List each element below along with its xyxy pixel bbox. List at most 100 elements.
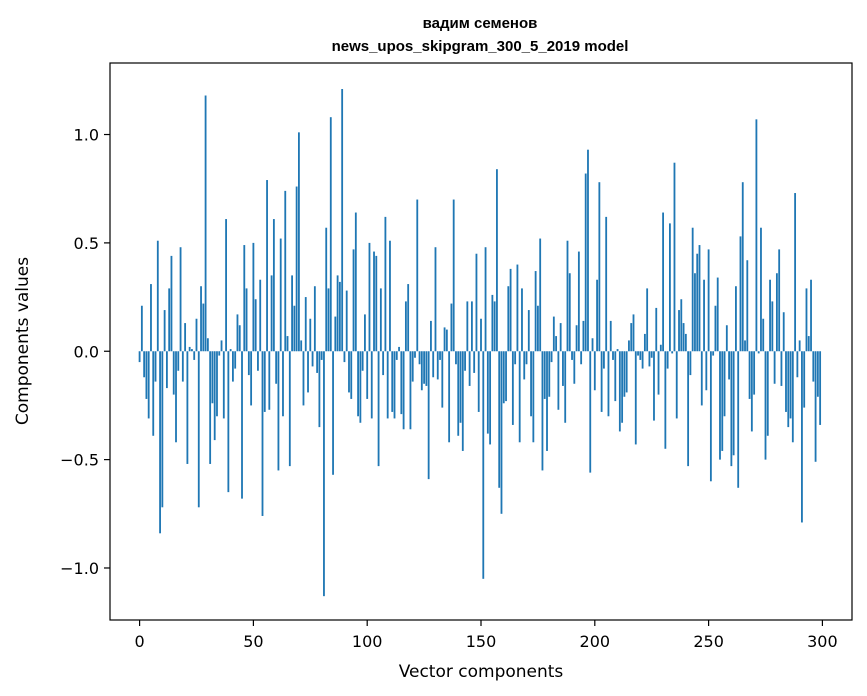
bar-97 [359, 351, 362, 423]
bar-151 [482, 351, 485, 579]
bar-144 [466, 301, 469, 352]
bar-279 [773, 351, 776, 384]
bar-167 [518, 351, 521, 443]
bar-10 [161, 351, 164, 508]
bar-280 [775, 273, 778, 352]
bar-8 [156, 240, 159, 352]
bar-196 [584, 173, 587, 352]
bar-19 [181, 351, 184, 382]
bar-237 [678, 310, 680, 352]
bar-82 [325, 227, 328, 352]
bar-123 [418, 351, 421, 365]
bar-71 [300, 340, 303, 352]
bar-232 [666, 351, 669, 369]
bar-38 [225, 219, 227, 352]
bar-255 [719, 351, 721, 460]
bar-221 [641, 351, 644, 369]
bar-3 [145, 351, 148, 399]
bar-137 [450, 303, 453, 352]
bar-77 [313, 286, 316, 352]
bar-288 [794, 193, 797, 352]
bar-39 [227, 351, 230, 493]
bar-33 [213, 351, 216, 441]
bar-2 [143, 351, 146, 378]
bar-67 [291, 275, 293, 352]
bar-186 [562, 351, 564, 386]
bar-98 [361, 351, 364, 371]
bar-112 [393, 351, 396, 419]
y-axis-label: Components values [13, 257, 33, 425]
bar-254 [716, 277, 719, 352]
bar-247 [700, 351, 703, 406]
bar-131 [436, 351, 439, 380]
bar-58 [270, 275, 273, 352]
bar-75 [309, 318, 312, 352]
bar-220 [639, 351, 642, 360]
bar-239 [682, 323, 685, 352]
bar-127 [427, 351, 430, 480]
bar-281 [778, 249, 781, 352]
bar-258 [725, 325, 728, 352]
bar-241 [687, 351, 690, 467]
bar-201 [596, 279, 598, 352]
plot-frame [109, 62, 853, 621]
bar-296 [812, 351, 815, 382]
bar-266 [744, 340, 746, 352]
bar-69 [295, 186, 298, 352]
bar-282 [780, 351, 783, 386]
bar-287 [791, 351, 794, 443]
bar-163 [509, 268, 512, 352]
bar-143 [464, 351, 466, 371]
bar-271 [755, 119, 758, 352]
bar-172 [530, 351, 532, 417]
bar-79 [318, 351, 321, 428]
bar-183 [555, 336, 558, 352]
bar-235 [673, 162, 676, 352]
bar-105 [377, 351, 380, 467]
bar-153 [486, 351, 489, 434]
bar-294 [807, 336, 810, 352]
bar-211 [618, 351, 621, 432]
bar-52 [257, 351, 259, 371]
bar-95 [354, 212, 357, 352]
bar-13 [168, 288, 171, 352]
bar-138 [452, 199, 455, 352]
bar-199 [591, 338, 594, 352]
y-axis: −1.0 −0.5 0.0 0.5 1.0 [60, 126, 110, 578]
bar-187 [564, 351, 567, 423]
bar-149 [477, 351, 480, 412]
bar-203 [600, 351, 603, 412]
bar-66 [288, 351, 291, 467]
bar-174 [534, 271, 537, 352]
bar-217 [632, 314, 635, 352]
bar-207 [609, 320, 612, 352]
bar-156 [493, 301, 496, 352]
bar-198 [589, 351, 592, 473]
bar-126 [425, 351, 428, 386]
bar-145 [468, 351, 471, 386]
bar-81 [323, 351, 325, 597]
bar-54 [261, 351, 264, 516]
bar-109 [386, 351, 389, 419]
bar-189 [568, 273, 571, 352]
bar-184 [557, 351, 560, 410]
bar-242 [689, 351, 692, 376]
bar-290 [798, 340, 801, 352]
y-tick-label: 0.5 [74, 234, 99, 253]
bar-84 [329, 117, 332, 352]
bar-284 [785, 351, 787, 412]
bar-122 [416, 199, 419, 352]
bar-277 [769, 279, 771, 352]
bar-0 [138, 351, 141, 363]
bar-205 [605, 216, 608, 352]
bar-45 [241, 351, 243, 499]
bar-89 [341, 89, 344, 352]
bar-150 [480, 318, 482, 352]
y-tick-label: 1.0 [74, 126, 99, 145]
bar-128 [430, 320, 432, 352]
bar-142 [461, 351, 464, 451]
bar-298 [816, 351, 819, 397]
bar-158 [498, 351, 501, 488]
bar-238 [680, 299, 683, 352]
